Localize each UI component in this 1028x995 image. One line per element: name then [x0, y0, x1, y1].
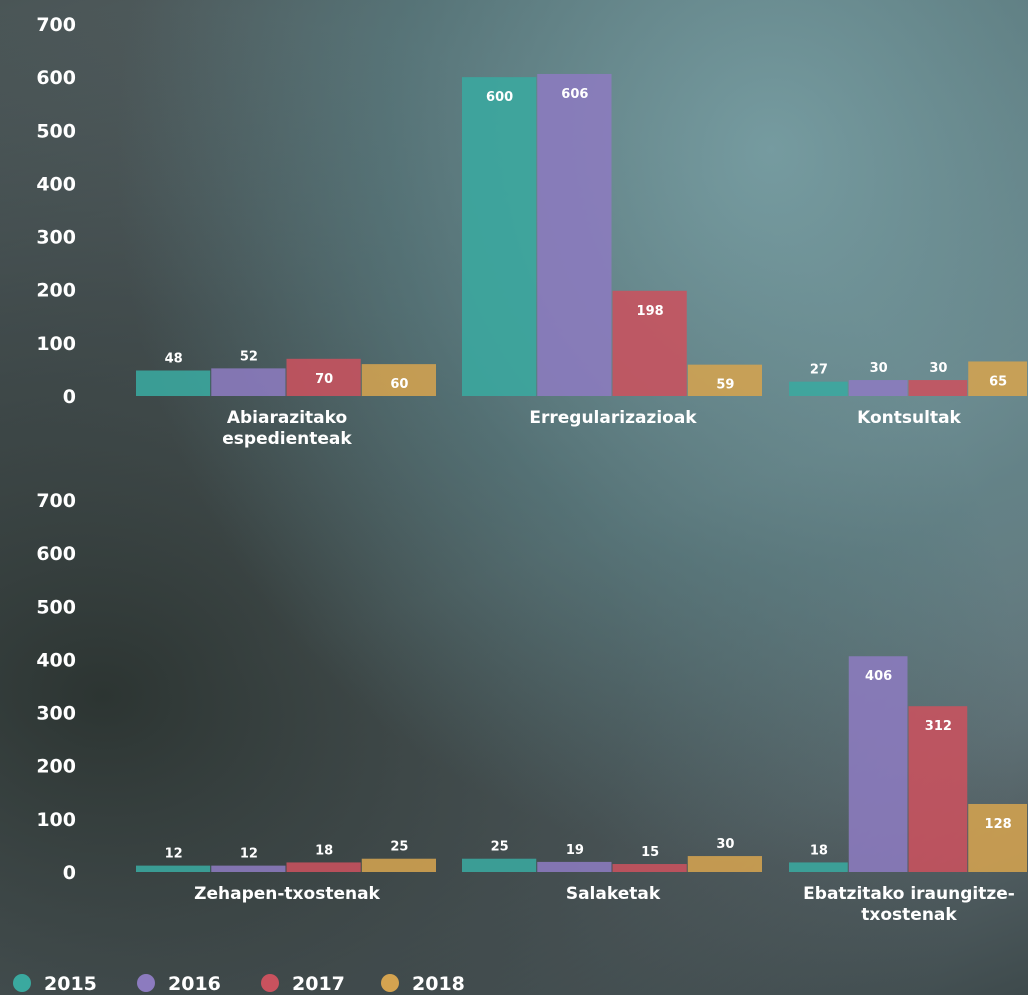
bar: [361, 858, 436, 872]
y-tick-label: 0: [63, 386, 76, 408]
value-label: 30: [929, 361, 947, 376]
y-tick-label: 100: [36, 333, 76, 355]
y-tick-label: 600: [36, 67, 76, 89]
bar: [361, 364, 436, 396]
y-tick-label: 0: [63, 862, 76, 884]
value-label: 52: [240, 349, 258, 364]
y-tick-label: 600: [36, 543, 76, 565]
value-label: 70: [315, 372, 333, 387]
y-tick-label: 400: [36, 173, 76, 195]
y-tick-label: 700: [36, 14, 76, 36]
bar: [136, 865, 211, 872]
legend-label: 2018: [412, 973, 465, 995]
value-label: 48: [165, 351, 183, 366]
bar: [286, 358, 361, 396]
value-label: 19: [566, 843, 584, 858]
value-label: 25: [491, 840, 509, 855]
bar: [789, 381, 848, 396]
bar: [211, 865, 286, 872]
value-label: 600: [486, 90, 513, 105]
category-label: Salaketak: [565, 884, 661, 904]
value-label: 27: [810, 363, 828, 378]
value-label: 30: [870, 361, 888, 376]
y-tick-label: 200: [36, 756, 76, 778]
value-label: 25: [390, 840, 408, 855]
value-label: 12: [240, 847, 258, 862]
category-label: Zehapen-txostenak: [194, 884, 380, 904]
legend-marker: [13, 974, 31, 992]
category-label: Abiarazitako espedienteak: [222, 408, 352, 449]
legend-label: 2015: [44, 973, 97, 995]
bar: [968, 361, 1027, 396]
bar: [687, 364, 762, 396]
legend-marker: [381, 974, 399, 992]
value-label: 18: [810, 843, 828, 858]
legend-label: 2016: [168, 973, 221, 995]
y-tick-label: 400: [36, 649, 76, 671]
legend-label: 2017: [292, 973, 345, 995]
value-label: 65: [989, 374, 1007, 389]
legend-marker: [261, 974, 279, 992]
y-tick-label: 700: [36, 490, 76, 512]
value-label: 128: [985, 817, 1012, 832]
bar: [848, 656, 908, 872]
value-label: 18: [315, 843, 333, 858]
y-tick-label: 300: [36, 703, 76, 725]
bar: [612, 864, 687, 872]
y-tick-label: 500: [36, 120, 76, 142]
bar: [537, 73, 612, 396]
bar: [211, 368, 286, 396]
y-tick-label: 100: [36, 809, 76, 831]
bar: [789, 862, 848, 872]
category-label: Ebatzitako iraungitze-txostenak: [803, 884, 1015, 925]
bar: [136, 370, 211, 396]
y-tick-label: 500: [36, 596, 76, 618]
value-label: 59: [716, 378, 734, 393]
bar: [908, 380, 968, 396]
category-label: Erregularizazioak: [529, 408, 697, 428]
value-label: 12: [165, 847, 183, 862]
bar: [848, 380, 908, 396]
value-label: 406: [865, 669, 892, 684]
value-label: 312: [925, 719, 952, 734]
value-label: 30: [716, 837, 734, 852]
bar: [612, 290, 687, 396]
bar: [462, 858, 537, 872]
legend-marker: [137, 974, 155, 992]
bar: [286, 862, 361, 872]
value-label: 198: [637, 304, 664, 319]
bar: [462, 77, 537, 397]
value-label: 15: [641, 845, 659, 860]
y-tick-label: 200: [36, 280, 76, 302]
bar: [537, 861, 612, 872]
bar: [968, 803, 1027, 872]
bar: [687, 856, 762, 872]
bar: [908, 706, 968, 872]
category-label: Kontsultak: [857, 408, 961, 428]
value-label: 60: [390, 377, 408, 392]
y-tick-label: 300: [36, 227, 76, 249]
value-label: 606: [561, 87, 588, 102]
